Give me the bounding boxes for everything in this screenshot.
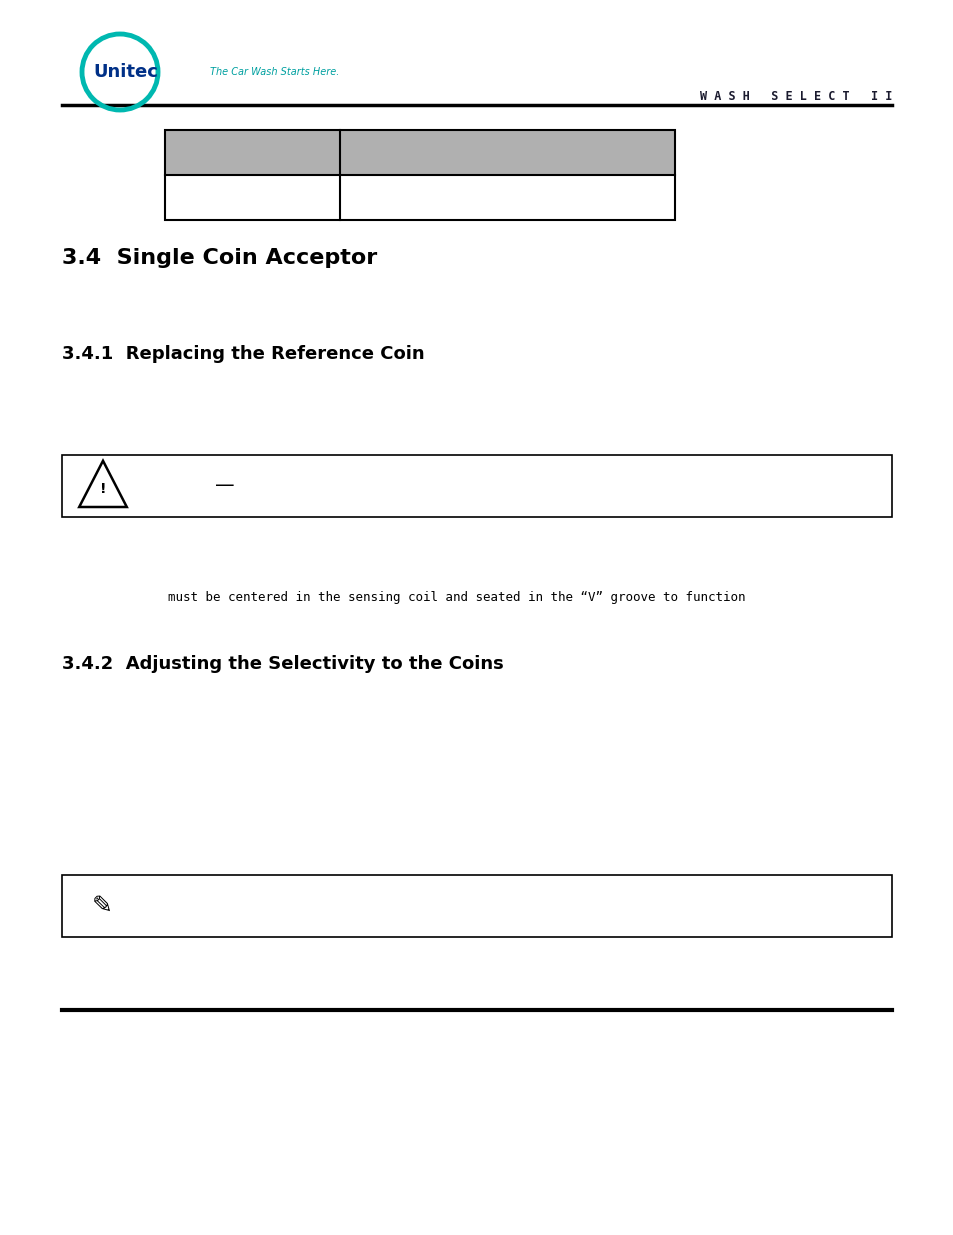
Text: 3.4.1  Replacing the Reference Coin: 3.4.1 Replacing the Reference Coin: [62, 345, 424, 363]
Bar: [165, 130, 675, 220]
Text: 3.4  Single Coin Acceptor: 3.4 Single Coin Acceptor: [62, 248, 376, 268]
Text: must be centered in the sensing coil and seated in the “V” groove to function: must be centered in the sensing coil and…: [168, 592, 744, 604]
Bar: [165, 175, 675, 220]
Text: 3.4.2  Adjusting the Selectivity to the Coins: 3.4.2 Adjusting the Selectivity to the C…: [62, 655, 503, 673]
Bar: [62, 454, 891, 517]
Text: W A S H   S E L E C T   I I: W A S H S E L E C T I I: [699, 90, 891, 103]
Text: The Car Wash Starts Here.: The Car Wash Starts Here.: [210, 67, 339, 77]
Bar: [165, 130, 675, 175]
Text: —: —: [214, 477, 234, 495]
Bar: [62, 876, 891, 937]
Text: Unitec: Unitec: [93, 63, 158, 82]
Text: !: !: [100, 482, 106, 495]
Text: ✎: ✎: [91, 894, 112, 918]
